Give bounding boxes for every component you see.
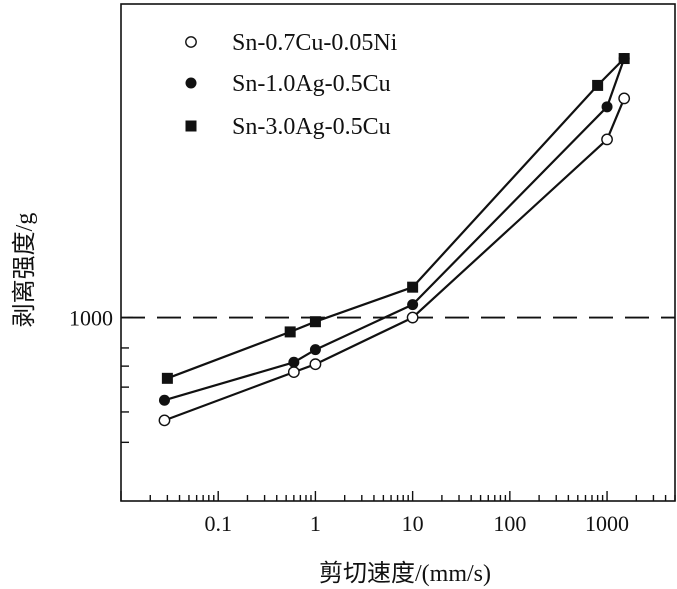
data-point (287, 366, 300, 378)
legend-marker (185, 77, 197, 89)
data-point (288, 356, 300, 368)
x-tick-label: 1000 (585, 511, 629, 536)
x-tick-label: 100 (493, 511, 526, 536)
data-point (309, 358, 322, 371)
data-point (407, 281, 419, 293)
legend-label: Sn-1.0Ag-0.5Cu (232, 71, 391, 97)
y-axis-label: 剥离强度/g (11, 213, 38, 328)
x-tick-label: 1 (310, 511, 321, 536)
x-tick-label: 0.1 (204, 511, 232, 536)
x-axis-ticks: 0.1 1 10 100 1000 (120, 491, 676, 536)
data-point (161, 372, 173, 384)
data-point (407, 299, 419, 311)
legend-marker (185, 120, 197, 132)
series-3 (161, 53, 630, 384)
legend-item: Sn-1.0Ag-0.5Cu (185, 71, 391, 97)
legend-label: Sn-0.7Cu-0.05Ni (232, 30, 398, 56)
data-point (618, 92, 631, 105)
series-2 (158, 53, 630, 406)
data-point (592, 79, 604, 91)
plot-frame (120, 3, 676, 502)
data-point (158, 394, 170, 406)
legend-item: Sn-3.0Ag-0.5Cu (185, 114, 391, 140)
data-point (309, 344, 321, 356)
legend: Sn-0.7Cu-0.05Ni Sn-1.0Ag-0.5Cu Sn-3.0Ag-0.… (185, 30, 398, 140)
series-line (167, 57, 625, 380)
data-point (601, 133, 613, 146)
series-line (164, 97, 626, 422)
data-point (284, 326, 296, 338)
x-tick-label: 10 (402, 511, 424, 536)
series-1 (158, 92, 631, 427)
legend-label: Sn-3.0Ag-0.5Cu (232, 114, 391, 140)
series-line (164, 58, 626, 402)
y-axis-ticks: 1000 (69, 306, 133, 444)
data-point (309, 316, 321, 328)
series-layer (158, 53, 631, 427)
y-tick-label: 1000 (69, 306, 113, 331)
data-point (618, 53, 630, 65)
data-point (158, 414, 171, 427)
data-point (601, 101, 613, 113)
legend-marker (185, 36, 197, 48)
x-axis-label: 剪切速度/(mm/s) (319, 560, 491, 587)
data-point (406, 311, 419, 324)
legend-item: Sn-0.7Cu-0.05Ni (185, 30, 398, 56)
